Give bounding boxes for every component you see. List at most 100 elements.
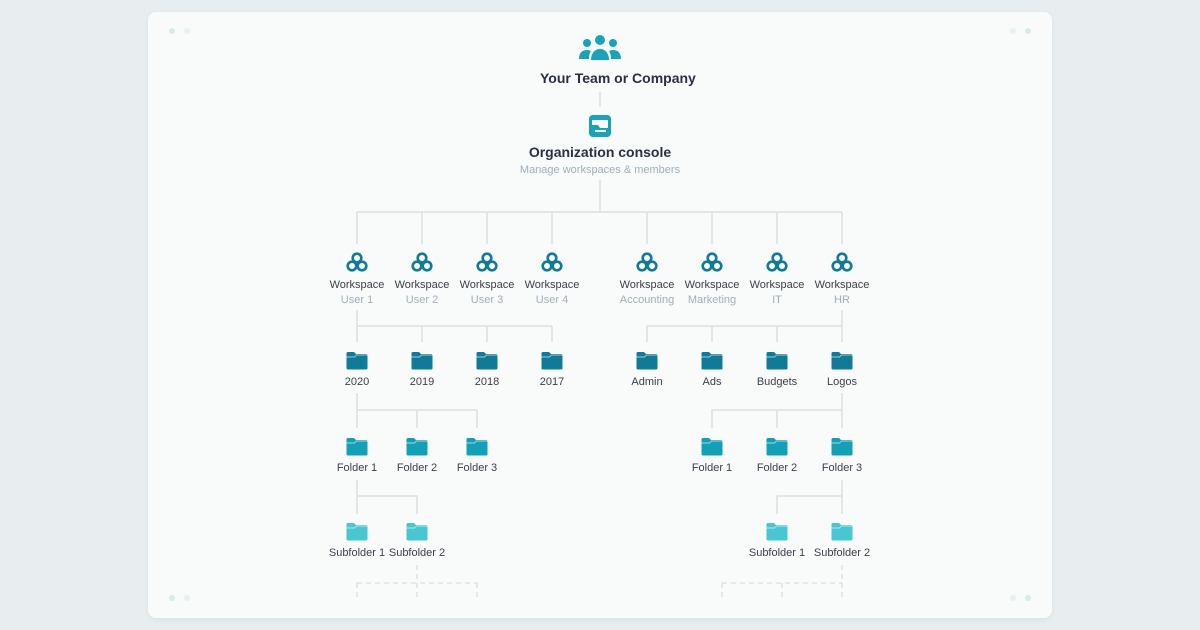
- workspace-owner: IT: [772, 294, 782, 306]
- folder-label: Folder 2: [756, 462, 798, 474]
- workspace-icon: [476, 252, 498, 272]
- folder-label: Logos: [827, 376, 857, 388]
- folder-label: 2017: [539, 376, 565, 388]
- console-subtitle: Manage workspaces & members: [519, 164, 681, 176]
- subfolder-label: Subfolder 2: [388, 547, 446, 559]
- subfolder-label: Subfolder 1: [328, 547, 386, 559]
- workspace-label: Workspace: [524, 279, 580, 291]
- decor-dot: [169, 595, 175, 601]
- folder-node[interactable]: 2020: [297, 351, 417, 390]
- folder-node[interactable]: Folder 2: [717, 437, 837, 476]
- subfolder-label: Subfolder 2: [813, 547, 871, 559]
- folder-node[interactable]: Folder 1: [297, 437, 417, 476]
- folder-icon: [411, 352, 433, 370]
- folder-node[interactable]: Folder 3: [417, 437, 537, 476]
- subfolder-node[interactable]: Subfolder 1: [717, 522, 837, 561]
- workspace-icon: [701, 252, 723, 272]
- workspace-owner: Accounting: [619, 294, 675, 306]
- workspace-owner: HR: [834, 294, 850, 306]
- folder-icon: [636, 352, 658, 370]
- folder-label: Budgets: [756, 376, 798, 388]
- subfolder-node[interactable]: Subfolder 2: [357, 522, 477, 561]
- folder-node[interactable]: Ads: [652, 351, 772, 390]
- folder-label: Admin: [631, 376, 663, 388]
- folder-node[interactable]: Folder 2: [357, 437, 477, 476]
- decor-dot: [184, 595, 190, 601]
- folder-icon: [831, 352, 853, 370]
- workspace-node[interactable]: Workspace User 4: [492, 252, 612, 308]
- folder-icon: [346, 352, 368, 370]
- workspace-label: Workspace: [459, 279, 515, 291]
- decor-dot: [169, 28, 175, 34]
- workspace-icon: [346, 252, 368, 272]
- folder-label: 2020: [344, 376, 370, 388]
- folder-label: Folder 1: [336, 462, 378, 474]
- workspace-owner: User 1: [340, 294, 374, 306]
- workspace-owner: User 4: [535, 294, 569, 306]
- folder-node[interactable]: 2019: [362, 351, 482, 390]
- workspace-label: Workspace: [814, 279, 870, 291]
- workspace-node[interactable]: Workspace User 2: [362, 252, 482, 308]
- workspace-node[interactable]: Workspace User 3: [427, 252, 547, 308]
- folder-node[interactable]: Logos: [782, 351, 902, 390]
- folder-icon: [766, 438, 788, 456]
- workspace-label: Workspace: [619, 279, 675, 291]
- folder-label: Folder 1: [691, 462, 733, 474]
- workspace-owner: User 2: [405, 294, 439, 306]
- workspace-owner: User 3: [470, 294, 504, 306]
- folder-icon: [701, 352, 723, 370]
- workspace-icon: [831, 252, 853, 272]
- folder-icon: [541, 352, 563, 370]
- decor-dot: [1025, 28, 1031, 34]
- workspace-node[interactable]: Workspace Marketing: [652, 252, 772, 308]
- subfolder-node[interactable]: Subfolder 2: [782, 522, 902, 561]
- workspace-icon: [766, 252, 788, 272]
- workspace-label: Workspace: [749, 279, 805, 291]
- folder-icon: [466, 438, 488, 456]
- workspace-node[interactable]: Workspace User 1: [297, 252, 417, 308]
- decor-dot: [1010, 595, 1016, 601]
- folder-label: Ads: [702, 376, 722, 388]
- subfolder-icon: [766, 523, 788, 541]
- console-icon: [589, 115, 611, 137]
- subfolder-icon: [346, 523, 368, 541]
- workspace-label: Workspace: [394, 279, 450, 291]
- folder-icon: [346, 438, 368, 456]
- workspace-label: Workspace: [684, 279, 740, 291]
- workspace-icon: [541, 252, 563, 272]
- folder-icon: [766, 352, 788, 370]
- root-node: Your Team or Company: [540, 34, 696, 86]
- workspace-node[interactable]: Workspace Accounting: [587, 252, 707, 308]
- folder-node[interactable]: Budgets: [717, 351, 837, 390]
- folder-node[interactable]: 2017: [492, 351, 612, 390]
- workspace-node[interactable]: Workspace IT: [717, 252, 837, 308]
- workspace-owner: Marketing: [687, 294, 737, 306]
- folder-label: Folder 2: [396, 462, 438, 474]
- subfolder-node[interactable]: Subfolder 1: [297, 522, 417, 561]
- workspace-node[interactable]: Workspace HR: [782, 252, 902, 308]
- subfolder-icon: [406, 523, 428, 541]
- folder-label: 2019: [409, 376, 435, 388]
- diagram-card: [148, 12, 1052, 618]
- workspace-label: Workspace: [329, 279, 385, 291]
- folder-node[interactable]: Admin: [587, 351, 707, 390]
- root-title: Your Team or Company: [540, 70, 696, 86]
- folder-label: Folder 3: [821, 462, 863, 474]
- decor-dot: [1010, 28, 1016, 34]
- folder-icon: [701, 438, 723, 456]
- folder-label: Folder 3: [456, 462, 498, 474]
- folder-node[interactable]: 2018: [427, 351, 547, 390]
- console-node: Organization console Manage workspaces &…: [500, 114, 700, 176]
- folder-node[interactable]: Folder 1: [652, 437, 772, 476]
- console-title: Organization console: [528, 144, 672, 160]
- subfolder-label: Subfolder 1: [748, 547, 806, 559]
- folder-icon: [476, 352, 498, 370]
- decor-dot: [1025, 595, 1031, 601]
- subfolder-icon: [831, 523, 853, 541]
- folder-icon: [406, 438, 428, 456]
- folder-node[interactable]: Folder 3: [782, 437, 902, 476]
- folder-icon: [831, 438, 853, 456]
- folder-label: 2018: [474, 376, 500, 388]
- workspace-icon: [636, 252, 658, 272]
